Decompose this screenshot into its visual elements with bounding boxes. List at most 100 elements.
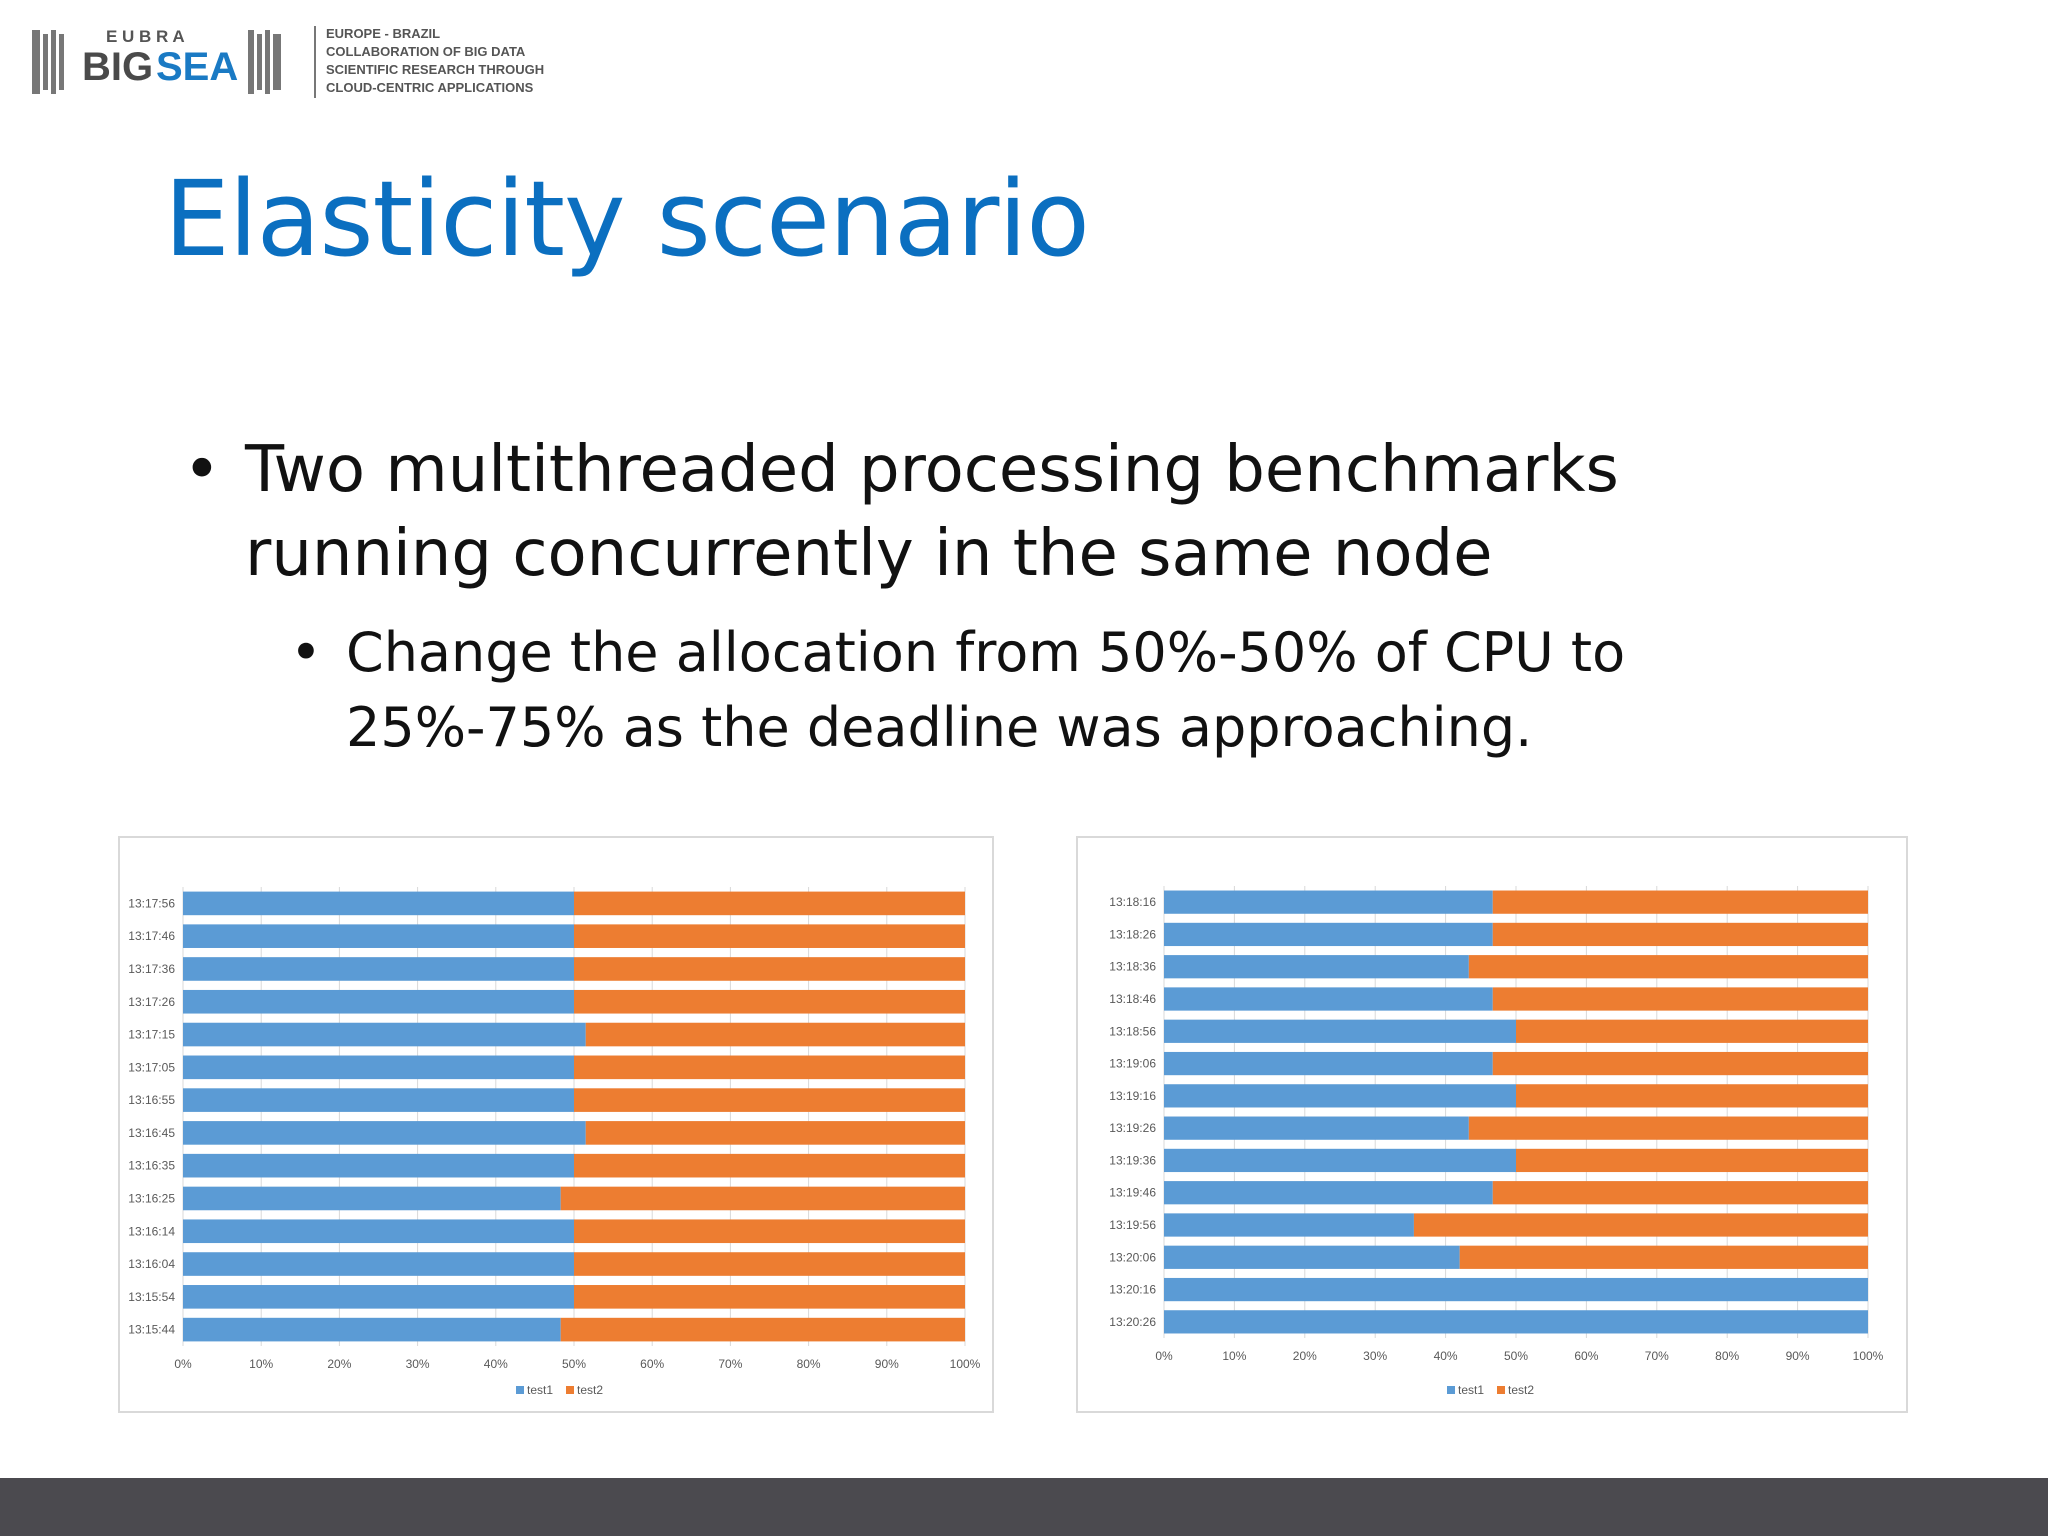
y-tick-label: 13:16:55 (128, 1093, 175, 1107)
y-tick-label: 13:16:04 (128, 1257, 175, 1271)
bar-test2 (574, 891, 965, 916)
bar-test1 (183, 1219, 574, 1244)
bar-test2 (1516, 1148, 1868, 1173)
x-tick-label: 0% (174, 1357, 192, 1371)
bar-test2 (585, 1022, 965, 1047)
bar-test1 (1164, 1181, 1493, 1205)
bar-test1 (1164, 955, 1469, 979)
bar-test2 (1468, 1116, 1868, 1140)
bar-test1 (1164, 1051, 1493, 1076)
y-tick-label: 13:17:46 (128, 929, 175, 943)
x-tick-label: 100% (1853, 1349, 1884, 1363)
bar-test1 (183, 1252, 574, 1276)
y-tick-label: 13:19:26 (1109, 1121, 1156, 1135)
bar-test1 (183, 957, 574, 981)
chart-right-svg: 13:18:16 13:18:26 13:18:36 13:18:46 13:18:56… (1109, 886, 1884, 1397)
bar-test1 (183, 1186, 561, 1211)
bar-test1 (183, 989, 574, 1014)
bar-test2 (1492, 1181, 1868, 1205)
bar-test2 (1459, 1245, 1868, 1269)
bar-test2 (574, 989, 965, 1014)
y-tick-label: 13:15:54 (128, 1290, 175, 1304)
x-tick-label: 90% (1786, 1349, 1810, 1363)
bar-test2 (574, 1219, 965, 1244)
bar-test2 (574, 1252, 965, 1276)
x-tick-label: 10% (249, 1357, 273, 1371)
legend-label: test2 (577, 1383, 603, 1397)
y-tick-label: 13:19:46 (1109, 1186, 1156, 1200)
legend-label: test2 (1508, 1383, 1534, 1397)
bar-test2 (1516, 1019, 1868, 1043)
x-tick-label: 30% (1363, 1349, 1387, 1363)
eubra-bigsea-logo: E U B R A BIG SEA EUROPE - BRAZIL COLLAB… (32, 26, 544, 98)
x-tick-label: 100% (950, 1357, 981, 1371)
x-tick-label: 60% (640, 1357, 664, 1371)
bar-test2 (574, 1088, 965, 1112)
bar-test1 (183, 1088, 574, 1112)
bullet-list: • Two multithreaded processing benchmark… (175, 428, 1735, 596)
logo-big-text: BIG (82, 45, 153, 89)
bar-test1 (183, 1055, 574, 1080)
x-tick-label: 70% (718, 1357, 742, 1371)
y-tick-label: 13:20:16 (1109, 1283, 1156, 1297)
sub-bullet-dot-icon: • (290, 621, 322, 684)
y-tick-label: 13:17:26 (128, 995, 175, 1009)
x-tick-label: 30% (406, 1357, 430, 1371)
logo-line-1: EUROPE - BRAZIL (326, 26, 440, 41)
bar-test1 (183, 924, 574, 948)
y-tick-label: 13:17:05 (128, 1060, 175, 1074)
x-tick-label: 70% (1645, 1349, 1669, 1363)
bar-test1 (183, 891, 574, 916)
legend-swatch-test1 (516, 1386, 524, 1394)
chart-left-svg: 13:17:56 13:17:46 13:17:36 13:17:26 13:17:15… (128, 887, 981, 1397)
y-tick-label: 13:17:15 (128, 1028, 175, 1042)
bar-test1 (1164, 1148, 1516, 1173)
logo-divider (314, 26, 316, 98)
y-tick-label: 13:19:06 (1109, 1057, 1156, 1071)
bar-test2 (560, 1186, 965, 1211)
bar-test1 (1164, 1213, 1414, 1237)
x-tick-label: 40% (484, 1357, 508, 1371)
bar-test1 (1164, 987, 1493, 1011)
x-tick-label: 10% (1222, 1349, 1246, 1363)
slide-title: Elasticity scenario (164, 158, 1090, 280)
y-tick-label: 13:17:56 (128, 896, 175, 910)
bar-test1 (183, 1153, 574, 1178)
bar-test1 (1164, 1277, 1868, 1302)
logo-sea-text: SEA (156, 45, 238, 89)
bar-test2 (574, 924, 965, 948)
bar-test1 (1164, 1084, 1516, 1108)
y-tick-label: 13:16:35 (128, 1159, 175, 1173)
bar-test2 (1492, 1051, 1868, 1076)
logo-line-2: COLLABORATION OF BIG DATA (326, 44, 526, 59)
legend-label: test1 (527, 1383, 553, 1397)
y-tick-label: 13:18:56 (1109, 1024, 1156, 1038)
sub-bullet-list: • Change the allocation from 50%-50% of … (280, 615, 1840, 765)
bar-test2 (1468, 955, 1868, 979)
y-tick-label: 13:18:36 (1109, 960, 1156, 974)
bar-test2 (560, 1317, 965, 1342)
bar-test1 (1164, 922, 1493, 947)
y-tick-label: 13:20:26 (1109, 1315, 1156, 1329)
logo-line-4: CLOUD-CENTRIC APPLICATIONS (326, 80, 534, 95)
x-tick-label: 20% (327, 1357, 351, 1371)
bar-test2 (1492, 987, 1868, 1011)
x-tick-label: 90% (875, 1357, 899, 1371)
bar-test2 (1413, 1213, 1868, 1237)
legend-swatch-test1 (1447, 1386, 1455, 1394)
y-tick-label: 13:18:46 (1109, 992, 1156, 1006)
bar-test1 (183, 1121, 586, 1145)
x-tick-label: 80% (1715, 1349, 1739, 1363)
bar-test1 (183, 1022, 586, 1047)
bar-test1 (1164, 890, 1493, 914)
bullet-dot-icon: • (183, 433, 221, 507)
chart-left: 13:17:56 13:17:46 13:17:36 13:17:26 13:17:15… (118, 836, 994, 1413)
y-tick-label: 13:15:44 (128, 1323, 175, 1337)
x-tick-label: 20% (1293, 1349, 1317, 1363)
footer-bar (0, 1478, 2048, 1536)
y-tick-label: 13:18:16 (1109, 895, 1156, 909)
building-icon-right (248, 30, 281, 94)
x-tick-label: 50% (1504, 1349, 1528, 1363)
y-tick-label: 13:19:56 (1109, 1218, 1156, 1232)
